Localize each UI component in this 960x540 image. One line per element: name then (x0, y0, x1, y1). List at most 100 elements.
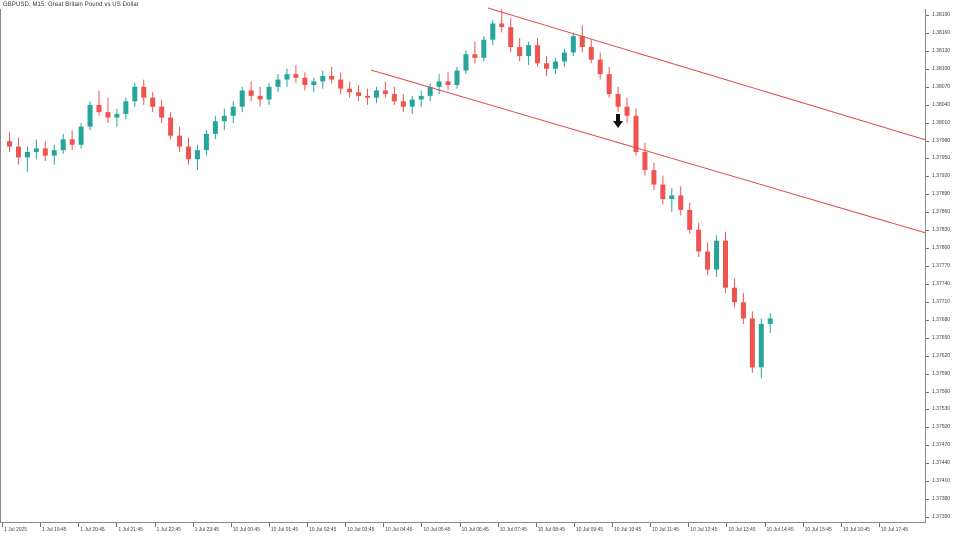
price-tick (926, 266, 929, 267)
price-axis-label: 1.38100 (932, 65, 951, 72)
candle-body (427, 86, 433, 96)
candle-body (723, 240, 728, 288)
price-tick (926, 481, 929, 483)
candle-body (15, 146, 21, 158)
price-axis-label: 1.37500 (932, 424, 951, 431)
price-tick (926, 50, 929, 52)
time-tick (383, 523, 385, 527)
price-axis-label: 1.37920 (932, 173, 951, 180)
candle-body (257, 95, 263, 100)
candle-body (687, 209, 693, 230)
chart-title: GBPUSD, M15: Great Britain Pound vs US D… (3, 2, 139, 8)
candle-body (320, 75, 326, 82)
time-tick (307, 523, 308, 527)
price-axis[interactable]: 1.38190 1.38160 1.38130 1.38100 1.38070 1.380… (925, 9, 960, 523)
candle-body (150, 97, 156, 107)
time-tick (688, 523, 690, 527)
time-tick (268, 523, 270, 527)
candle-body (311, 81, 317, 86)
candle-body (749, 318, 755, 368)
price-tick (926, 301, 929, 303)
price-axis-label: 1.37830 (932, 227, 951, 234)
time-tick (2, 523, 3, 527)
price-axis-label: 1.37470 (932, 442, 951, 449)
price-tick (926, 194, 929, 196)
price-axis-label: 1.38160 (932, 29, 951, 36)
time-tick (764, 523, 766, 527)
time-axis-label: 10 Jul 06:45 (461, 527, 489, 533)
time-tick (230, 523, 232, 527)
time-tick (612, 523, 613, 527)
candle-body (463, 54, 469, 71)
candle-body (105, 112, 111, 118)
price-tick (926, 427, 929, 429)
candle-body (338, 79, 344, 89)
price-axis-label: 1.38010 (932, 119, 951, 126)
price-tick (926, 499, 929, 501)
price-axis-label: 1.37440 (932, 460, 951, 467)
candle-body (24, 151, 30, 158)
time-tick (650, 523, 652, 527)
price-axis-label: 1.37710 (932, 298, 951, 305)
candle-body (481, 39, 487, 58)
time-axis[interactable]: 1 Jul 2025 1 Jul 19:45 1 Jul 20:45 1 Jul 21… (0, 523, 925, 540)
time-tick (345, 523, 347, 527)
candle-body (436, 81, 442, 87)
time-axis-label: 10 Jul 05:45 (423, 527, 451, 533)
candle-body (60, 139, 66, 151)
price-tick (926, 517, 929, 518)
candle-body (203, 133, 209, 151)
time-axis-label: 10 Jul 11:45 (652, 527, 679, 533)
price-axis-label: 1.37590 (932, 370, 951, 377)
time-tick (726, 523, 728, 527)
price-axis-label: 1.38130 (932, 47, 951, 54)
time-tick (421, 523, 423, 527)
price-tick (926, 230, 929, 232)
time-tick (497, 523, 499, 527)
time-axis-label: 10 Jul 04:45 (385, 527, 413, 533)
price-axis-label: 1.37560 (932, 388, 951, 395)
price-tick (926, 391, 929, 393)
candle-body (454, 70, 460, 86)
price-tick (926, 86, 929, 88)
candle-body (535, 45, 541, 64)
trendline-upper[interactable] (487, 7, 927, 141)
candle-body (526, 45, 532, 57)
candle-body (382, 90, 388, 95)
candle-body (669, 195, 675, 200)
candle-body (499, 23, 505, 28)
time-axis-label: 1 Jul 19:45 (42, 527, 67, 533)
candle-body (373, 90, 379, 98)
price-tick (926, 158, 929, 160)
price-tick (926, 463, 929, 465)
candle-body (508, 27, 514, 48)
candle-body (731, 287, 737, 303)
candle-body (570, 36, 576, 53)
candle-body (33, 148, 39, 152)
candle-body (758, 323, 764, 368)
plot-area[interactable] (0, 7, 927, 523)
candle-body (517, 47, 523, 57)
price-axis-label: 1.37650 (932, 334, 951, 341)
time-axis-label: 10 Jul 17:45 (880, 527, 909, 533)
time-tick (459, 523, 461, 527)
candle-body (579, 36, 585, 48)
arrow-glyph (613, 114, 623, 128)
candle-body (78, 126, 84, 145)
candlestick-series (7, 9, 773, 379)
candle-body (329, 75, 335, 80)
candle-body (678, 195, 684, 210)
candle-body (445, 81, 451, 86)
sell-signal-arrow-icon[interactable] (613, 114, 623, 128)
candle-body (141, 86, 147, 98)
price-axis-label: 1.37530 (932, 406, 951, 413)
candle-body (123, 101, 129, 114)
time-tick (802, 523, 804, 527)
price-axis-label: 1.37620 (932, 352, 951, 359)
candle-body (69, 139, 75, 145)
trendline-lower[interactable] (370, 69, 927, 234)
price-axis-label: 1.37680 (932, 316, 951, 323)
candle-body (132, 86, 138, 102)
candle-body (409, 99, 415, 107)
